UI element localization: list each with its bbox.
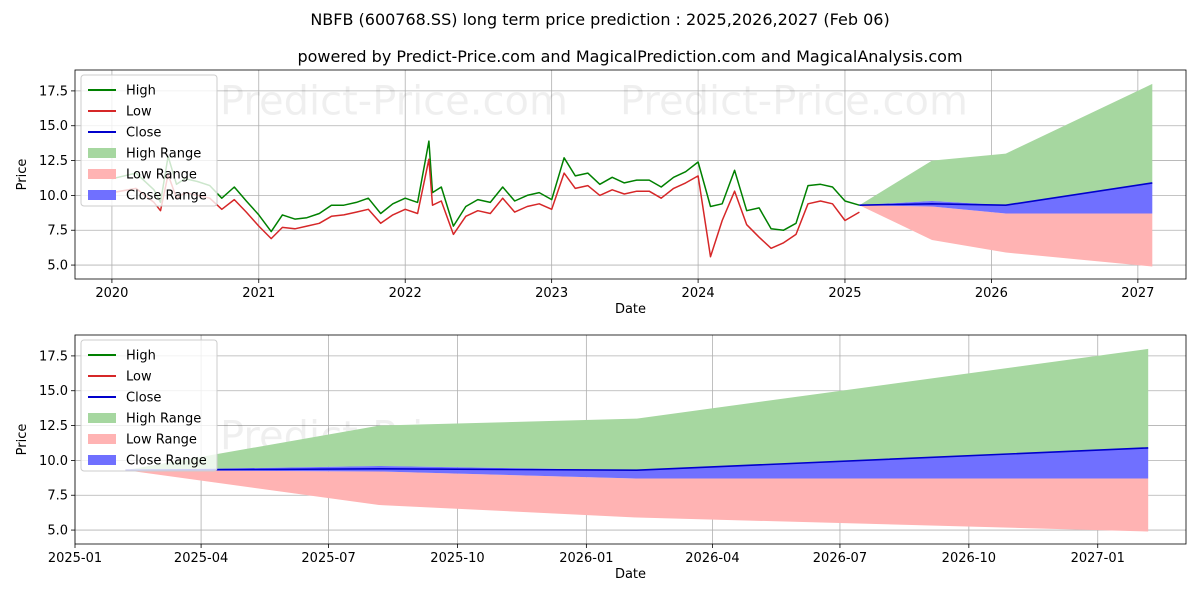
chart-subtitle: powered by Predict-Price.com and Magical… [297, 47, 962, 66]
x-axis-label: Date [615, 302, 646, 317]
y-tick-label: 17.5 [39, 84, 68, 99]
legend-high-range-swatch [88, 413, 116, 423]
high-range-area [859, 83, 1153, 206]
legend-close-range-swatch [88, 190, 116, 200]
legend-close-range-label: Close Range [126, 189, 207, 204]
high-range-area [125, 348, 1149, 471]
watermark-text: Predict-Price.com [220, 79, 568, 125]
bottom-chart-panel: Predict-Price.comPredict-Price.com2025-0… [15, 334, 1187, 582]
y-tick-label: 15.0 [39, 384, 68, 399]
y-tick-label: 7.5 [47, 489, 68, 504]
close-range-area [859, 182, 1153, 214]
low-range-area [859, 205, 1153, 267]
legend-low-label: Low [126, 105, 152, 120]
legend-low-range-label: Low Range [126, 168, 197, 183]
x-tick-label: 2022 [389, 286, 422, 301]
x-tick-label: 2027-01 [1071, 551, 1125, 566]
x-tick-label: 2027 [1121, 286, 1154, 301]
legend-high-range-label: High Range [126, 147, 201, 162]
x-tick-label: 2026 [975, 286, 1008, 301]
axes-frame [74, 69, 1187, 280]
y-tick-label: 10.0 [39, 454, 68, 469]
x-tick-label: 2025-07 [301, 551, 355, 566]
x-axis-label: Date [615, 567, 646, 582]
y-tick-label: 7.5 [47, 224, 68, 239]
legend-high-label: High [126, 84, 156, 99]
legend-close-label: Close [126, 126, 161, 141]
legend: High Low Close High Range Low Range Close Ran… [80, 339, 218, 472]
plot-area [112, 83, 1153, 267]
y-tick-label: 12.5 [39, 154, 68, 169]
legend-close-range-swatch [88, 455, 116, 465]
y-tick-label: 12.5 [39, 419, 68, 434]
y-tick-label: 5.0 [47, 524, 68, 539]
legend-low-range-swatch [88, 434, 116, 444]
close-range-area [125, 447, 1149, 479]
watermark-text: Predict-Price.com [620, 79, 968, 125]
y-tick-label: 10.0 [39, 189, 68, 204]
y-axis-label: Price [15, 424, 30, 456]
x-tick-label: 2026-10 [942, 551, 996, 566]
x-tick-label: 2026-01 [559, 551, 613, 566]
x-tick-label: 2024 [682, 286, 715, 301]
plot-area [125, 348, 1149, 532]
legend-high-label: High [126, 349, 156, 364]
chart-title: NBFB (600768.SS) long term price predict… [310, 10, 889, 29]
x-tick-label: 2021 [242, 286, 275, 301]
close-forecast-line [125, 447, 1149, 471]
y-tick-label: 15.0 [39, 119, 68, 134]
x-tick-label: 2023 [535, 286, 568, 301]
close-forecast-line [859, 182, 1153, 206]
x-tick-label: 2025-01 [48, 551, 102, 566]
x-tick-label: 2026-07 [813, 551, 867, 566]
top-chart-panel: Predict-Price.com Predict-Price.com 2020 20… [15, 69, 1187, 317]
legend: High Low Close High Range Low Range Close Ran… [80, 74, 218, 207]
low-range-area [125, 470, 1149, 532]
legend-close-range-label: Close Range [126, 454, 207, 469]
legend-high-range-label: High Range [126, 412, 201, 427]
legend-high-range-swatch [88, 148, 116, 158]
y-axis-label: Price [15, 159, 30, 191]
x-tick-label: 2025-04 [174, 551, 228, 566]
legend-low-range-swatch [88, 169, 116, 179]
axes-frame [74, 334, 1187, 545]
y-tick-label: 5.0 [47, 259, 68, 274]
legend-low-range-label: Low Range [126, 433, 197, 448]
low-price-line [112, 158, 860, 258]
x-tick-label: 2025-10 [430, 551, 484, 566]
x-tick-label: 2020 [95, 286, 128, 301]
high-price-line [112, 140, 860, 233]
legend-close-label: Close [126, 391, 161, 406]
x-tick-label: 2025 [828, 286, 861, 301]
x-tick-label: 2026-04 [685, 551, 739, 566]
legend-low-label: Low [126, 370, 152, 385]
y-tick-label: 17.5 [39, 349, 68, 364]
